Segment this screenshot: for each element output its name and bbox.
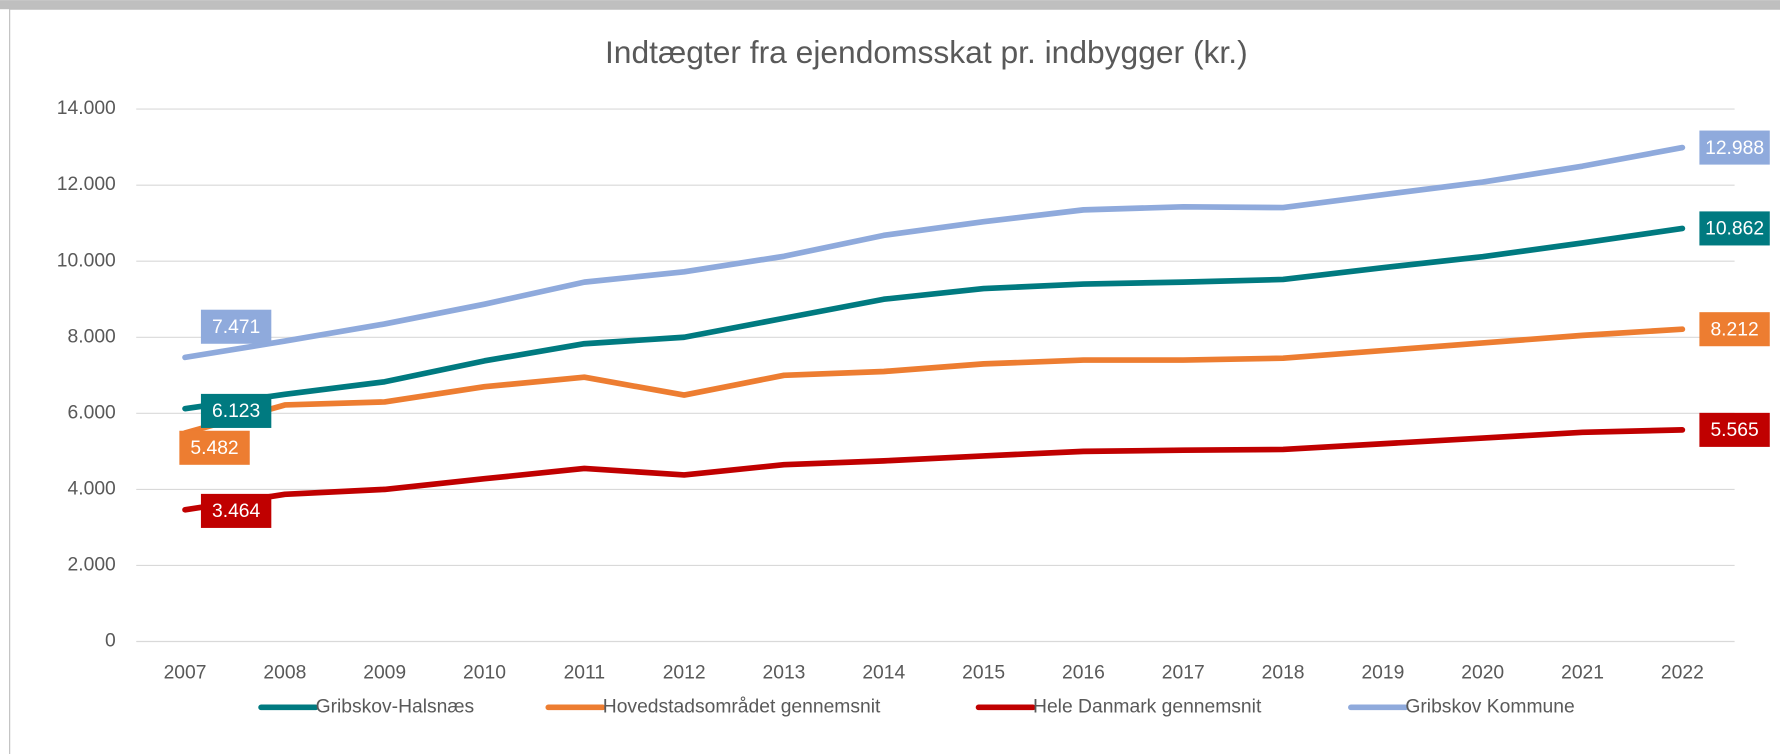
y-tick-label: 0	[105, 631, 116, 652]
x-tick-label: 2012	[663, 662, 706, 683]
x-tick-label: 2019	[1361, 662, 1404, 683]
data-label: 8.212	[1710, 319, 1758, 340]
data-label: 5.482	[190, 438, 238, 459]
y-tick-label: 6.000	[68, 402, 116, 423]
legend-label: Hovedstadsområdet gennemsnit	[603, 695, 881, 717]
data-label: 10.862	[1705, 219, 1764, 240]
y-tick-label: 4.000	[68, 478, 116, 499]
y-tick-label: 14.000	[57, 98, 116, 119]
data-label: 12.988	[1705, 138, 1764, 159]
x-tick-label: 2013	[763, 662, 806, 683]
data-label: 6.123	[212, 401, 260, 422]
series-line	[182, 427, 1686, 513]
label-box	[1699, 312, 1770, 347]
y-tick-label: 10.000	[57, 250, 116, 271]
y-tick-label: 2.000	[68, 555, 116, 576]
series-line	[182, 326, 1686, 436]
x-tick-label: 2017	[1162, 662, 1205, 683]
series-line	[182, 144, 1686, 361]
x-tick-label: 2015	[962, 662, 1005, 683]
chart-frame	[9, 8, 1780, 754]
x-tick-label: 2010	[463, 662, 506, 683]
x-tick-label: 2009	[363, 662, 406, 683]
y-tick-label: 8.000	[68, 326, 116, 347]
header-strip	[0, 0, 1780, 10]
data-label: 7.471	[212, 317, 260, 338]
label-box	[200, 309, 272, 344]
x-tick-label: 2018	[1262, 662, 1305, 683]
legend-label: Gribskov Kommune	[1405, 696, 1574, 717]
data-label: 5.565	[1710, 420, 1758, 441]
label-box	[200, 493, 272, 528]
x-tick-label: 2022	[1661, 662, 1704, 683]
series-line	[182, 225, 1686, 412]
label-box	[179, 430, 250, 465]
label-box	[1699, 211, 1770, 246]
legend-label: Gribskov-Halsnæs	[316, 696, 475, 717]
label-box	[1699, 130, 1770, 165]
x-tick-label: 2007	[164, 662, 207, 683]
legend-label: Hele Danmark gennemsnit	[1033, 696, 1262, 717]
x-tick-label: 2008	[263, 662, 306, 683]
label-box	[200, 393, 272, 428]
x-tick-label: 2011	[564, 662, 605, 683]
data-label: 3.464	[212, 501, 261, 522]
x-tick-label: 2020	[1461, 662, 1504, 683]
chart-title: Indtægter fra ejendomsskat pr. indbygger…	[605, 34, 1248, 70]
label-box	[1699, 412, 1770, 447]
x-tick-label: 2014	[862, 662, 905, 683]
y-tick-label: 12.000	[57, 174, 116, 195]
x-tick-label: 2016	[1062, 662, 1105, 683]
x-tick-label: 2021	[1561, 662, 1604, 683]
